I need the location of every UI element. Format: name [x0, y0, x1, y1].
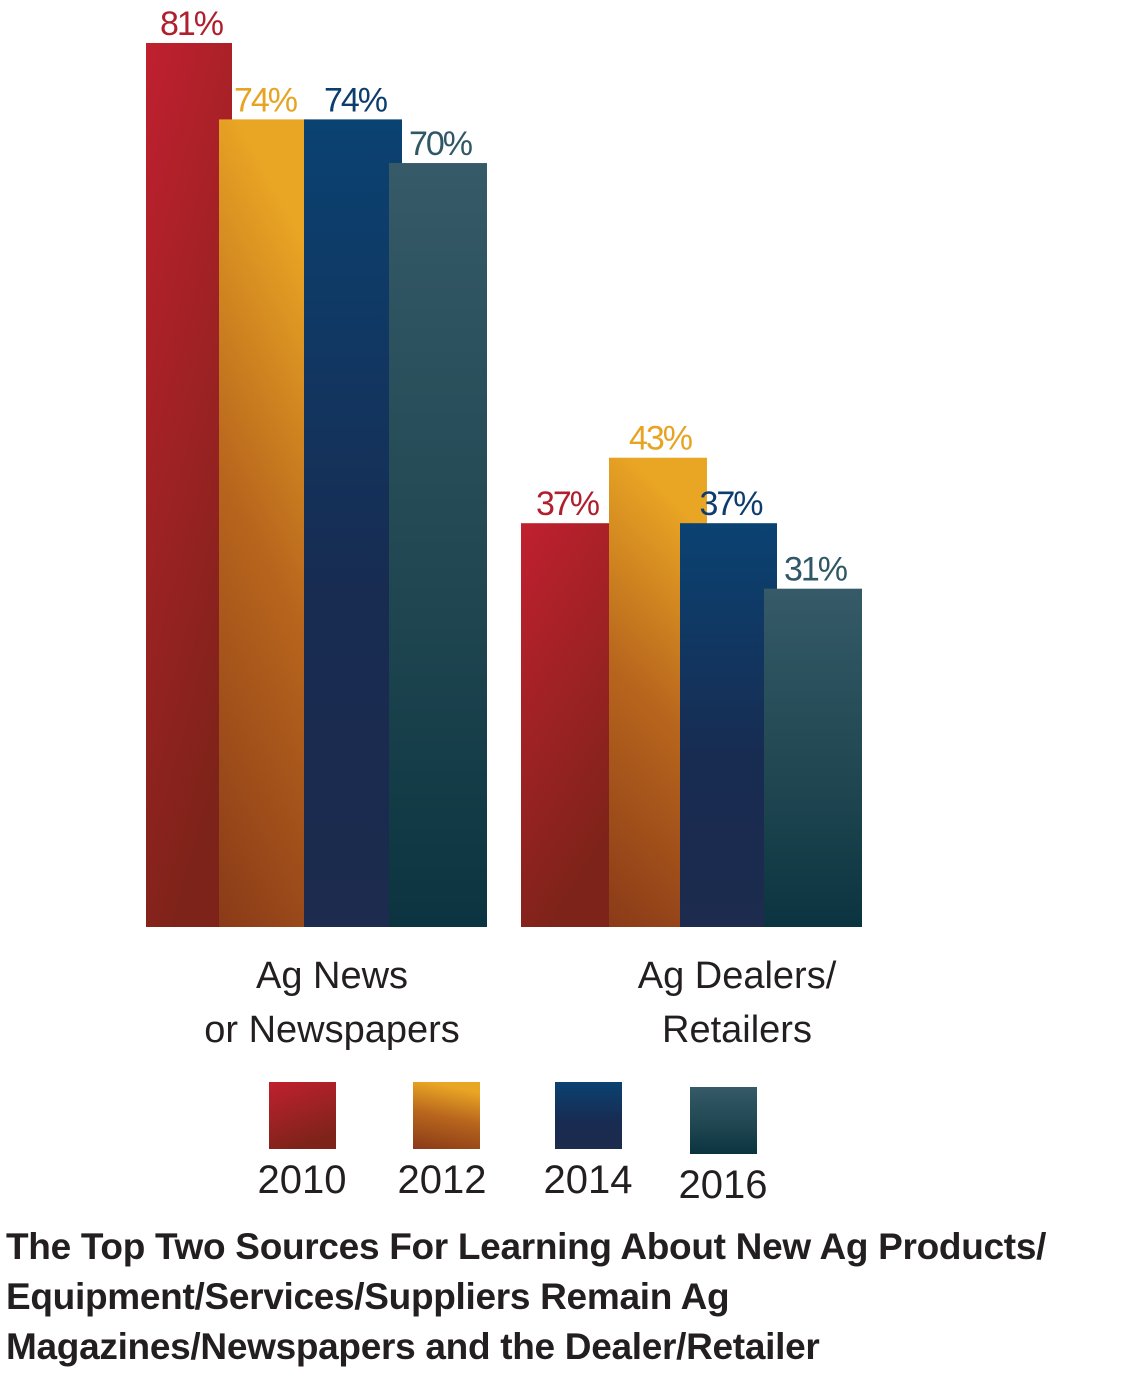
- category-label: Ag News: [256, 955, 408, 997]
- bar-2010-ag-news: [146, 43, 232, 927]
- bar-2010-ag-dealers: [521, 523, 609, 927]
- category-label: Ag Dealers/: [638, 955, 837, 997]
- bar-2012-ag-news: [219, 119, 307, 927]
- bar-value-label: 37%: [699, 485, 763, 523]
- legend-swatch-2012: [413, 1082, 480, 1149]
- legend-swatch-2010: [269, 1082, 336, 1149]
- bar-value-label: 70%: [409, 125, 473, 163]
- bar-value-label: 31%: [784, 551, 848, 589]
- legend: 2010 2012 2014 2016: [258, 1082, 768, 1207]
- bar-value-label: 74%: [324, 81, 388, 119]
- legend-label-2012: 2012: [398, 1158, 487, 1202]
- chart-title: The Top Two Sources For Learning About N…: [6, 1226, 1047, 1367]
- bar-2016-ag-dealers: [764, 588, 862, 927]
- category-labels-group: Ag News or Newspapers Ag Dealers/Retailers: [204, 955, 836, 1051]
- legend-label-2014: 2014: [544, 1158, 633, 1202]
- category-label: Retailers: [662, 1009, 812, 1051]
- bar-2014-ag-news: [304, 119, 402, 927]
- bar-2014-ag-dealers: [680, 523, 777, 927]
- legend-label-2016: 2016: [679, 1163, 768, 1207]
- category-label: or Newspapers: [204, 1009, 460, 1051]
- bar-labels-group: 81%74% 74%70%37%43%37%31%: [160, 5, 850, 589]
- bar-2016-ag-news: [389, 163, 487, 927]
- legend-label-2010: 2010: [258, 1158, 347, 1202]
- legend-swatch-2016: [690, 1087, 757, 1154]
- bar-value-label: 37%: [536, 485, 600, 523]
- bar-value-label: 81%: [160, 5, 224, 43]
- legend-swatch-2014: [555, 1082, 622, 1149]
- bars-group: [146, 43, 862, 927]
- bar-value-label: 43%: [629, 420, 693, 458]
- bar-value-label: 74%: [234, 81, 298, 119]
